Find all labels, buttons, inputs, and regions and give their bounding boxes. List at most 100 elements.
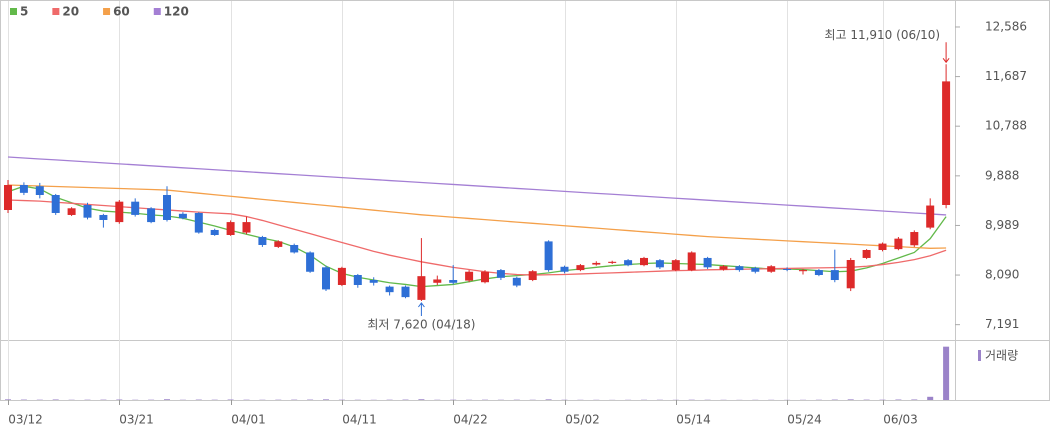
volume-legend-swatch [978, 350, 981, 361]
volume-bar [323, 399, 329, 400]
candle-body [560, 266, 569, 272]
legend-label: 20 [62, 5, 79, 19]
candle-body [846, 259, 855, 289]
y-tick-label: 10,788 [985, 119, 1027, 133]
candle-body [51, 194, 60, 213]
candle-body [528, 271, 537, 281]
x-tick-label: 06/03 [883, 413, 918, 427]
candle-body [640, 257, 648, 266]
y-tick-label: 12,586 [985, 19, 1027, 33]
candle-body [735, 266, 744, 271]
candle-body [322, 267, 330, 290]
y-tick-label: 8,989 [985, 218, 1019, 232]
volume-bar [164, 399, 170, 400]
annotation-arrow [418, 302, 425, 316]
candle-body [496, 270, 505, 278]
legend-swatch [10, 8, 17, 15]
candle-body [210, 229, 219, 235]
candle-body [274, 241, 283, 247]
candle-body [163, 194, 171, 220]
candle-body [67, 208, 76, 215]
y-tick-label: 7,191 [985, 317, 1019, 331]
volume-bar [545, 399, 552, 400]
legend-label: 120 [164, 5, 189, 19]
volume-bar [911, 399, 918, 400]
candle-body [35, 186, 44, 195]
candle-body [608, 261, 617, 263]
candle-body [306, 252, 315, 272]
candle-body [942, 81, 951, 205]
candle-body [512, 277, 521, 286]
candle-body [226, 222, 235, 235]
x-tick-label: 04/22 [453, 413, 488, 427]
candle-body [592, 262, 601, 265]
x-tick-label: 05/24 [787, 413, 822, 427]
candle-body [767, 266, 776, 272]
candle-body [290, 244, 299, 253]
volume-bar [418, 399, 425, 400]
candle-body [783, 268, 792, 270]
y-tick-label: 11,687 [985, 69, 1027, 83]
ma-line [7, 184, 947, 249]
candle-body [799, 270, 807, 272]
candle-body [830, 270, 839, 281]
legend-swatch [153, 8, 161, 15]
x-tick-label: 05/02 [565, 413, 600, 427]
annotation-arrow [942, 42, 950, 64]
candle-body [465, 271, 474, 281]
candle-body [751, 267, 760, 272]
legend-swatch [103, 8, 111, 15]
x-tick-label: 05/14 [676, 413, 711, 427]
candle-body [4, 185, 12, 211]
candle-body [369, 280, 378, 283]
candle-body [910, 232, 919, 246]
volume-bar [943, 346, 950, 400]
volume-legend-label: 거래량 [985, 349, 1018, 363]
annotation: 최고 11,910 (06/10) [824, 28, 940, 42]
candle-body [703, 257, 712, 268]
candle-body [337, 267, 346, 285]
candle-body [417, 276, 426, 300]
x-tick-label: 03/21 [119, 413, 154, 427]
candle-body [894, 238, 903, 250]
y-tick-label: 8,090 [985, 268, 1019, 282]
volume-bar [52, 399, 59, 400]
volume-bar [5, 399, 11, 400]
candle-body [433, 279, 442, 283]
candle-body [83, 204, 92, 218]
candle-body [624, 260, 633, 266]
candle-body [401, 286, 410, 298]
x-tick-label: 03/12 [8, 413, 43, 427]
candle-body [353, 275, 362, 285]
candle-body [878, 243, 887, 251]
candle-body [687, 252, 696, 271]
candle-body [576, 265, 585, 271]
candle-body [147, 208, 156, 223]
candle-body [258, 236, 267, 245]
ma-line [7, 185, 947, 288]
annotation: 최저 7,620 (04/18) [367, 317, 475, 331]
x-tick-label: 04/11 [342, 413, 377, 427]
ma-line [7, 156, 947, 216]
candle-body [115, 201, 124, 223]
candle-body [719, 266, 728, 270]
candle-body [655, 260, 664, 268]
candle-body [385, 286, 394, 293]
candle-body [178, 213, 187, 219]
candle-body [862, 250, 871, 258]
candle-body [19, 185, 28, 193]
legend-label: 60 [113, 5, 130, 19]
candle-body [242, 222, 251, 233]
legend-label: 5 [20, 5, 28, 19]
candle-body [671, 260, 680, 271]
candle-body [926, 205, 935, 228]
volume-bar [927, 396, 934, 400]
candle-body [449, 280, 458, 283]
y-tick-label: 9,888 [985, 168, 1019, 182]
candle-body [481, 271, 489, 283]
candle-body [194, 212, 203, 233]
volume-bar [847, 399, 854, 400]
legend-swatch [52, 8, 60, 15]
